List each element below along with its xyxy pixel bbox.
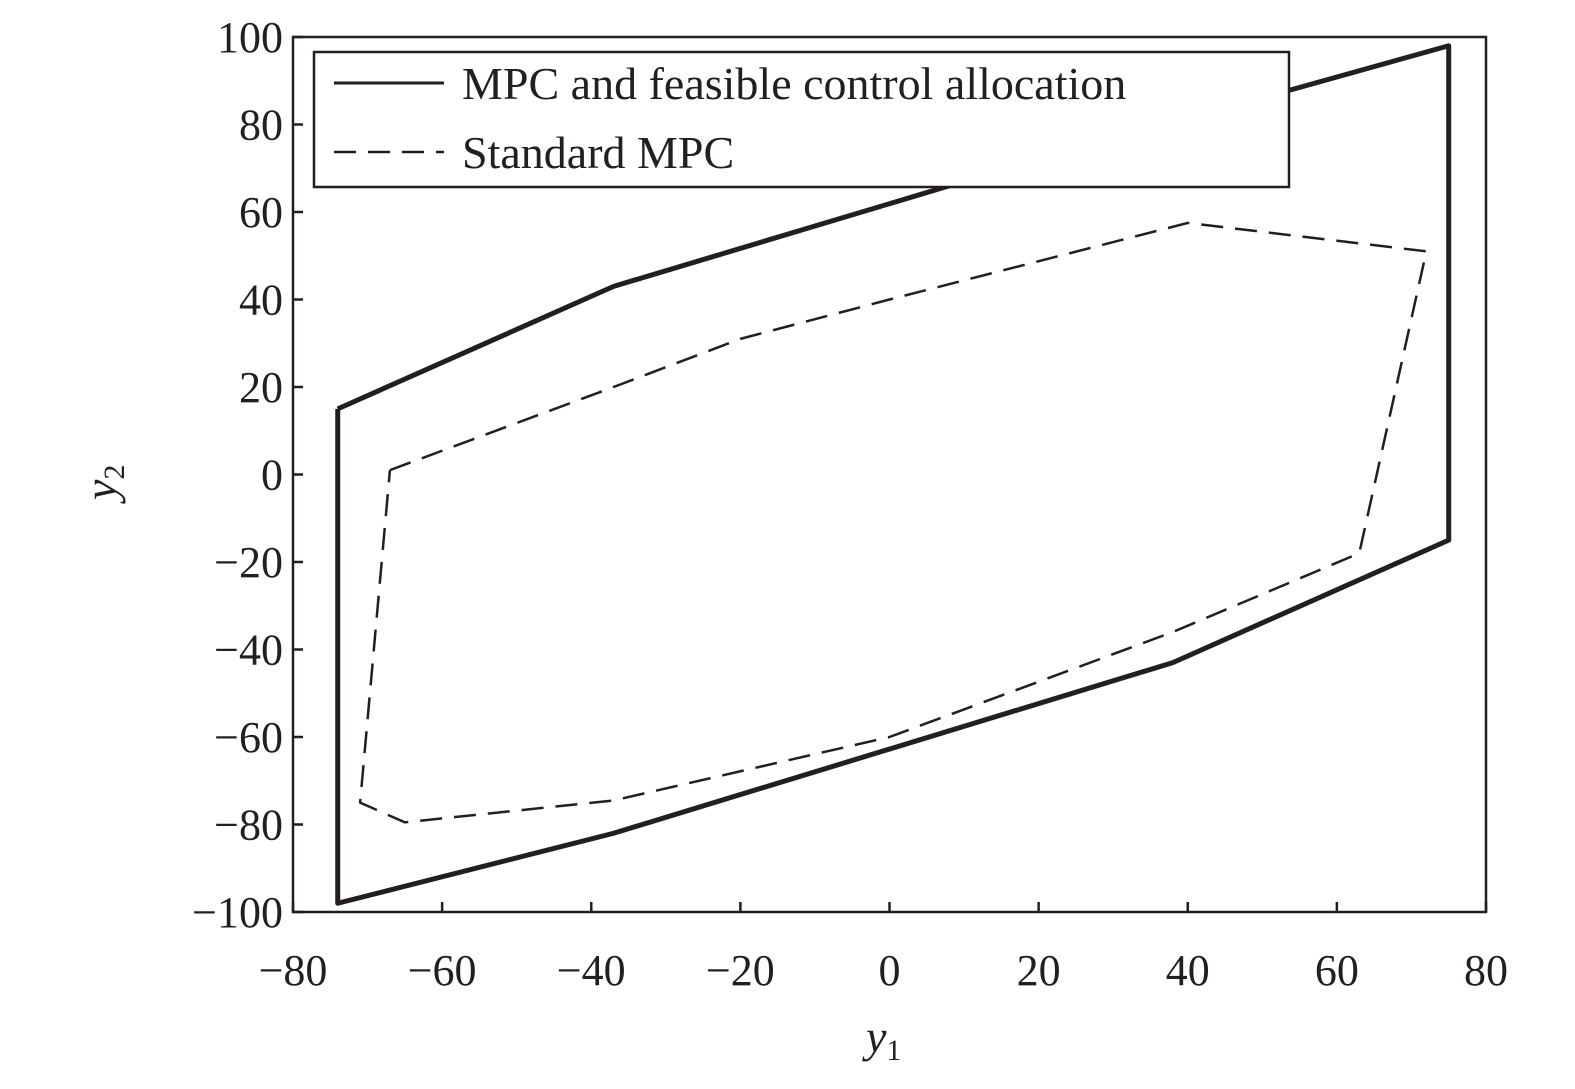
y-tick-label: −20 — [214, 538, 283, 587]
x-tick-label: 60 — [1315, 946, 1359, 995]
legend-label-0: MPC and feasible control allocation — [462, 58, 1126, 109]
x-tick-label: −60 — [408, 946, 477, 995]
y-tick-label: −100 — [192, 888, 283, 937]
y-tick-label: −40 — [214, 626, 283, 675]
series-line-0 — [335, 43, 1452, 906]
y-tick-label: −60 — [214, 713, 283, 762]
x-axis-label: y1 — [862, 1011, 901, 1067]
series-line-1 — [358, 221, 1428, 824]
x-tick-label: −80 — [259, 946, 328, 995]
legend-label-1: Standard MPC — [462, 127, 734, 178]
y-tick-label: 0 — [261, 451, 283, 500]
legend-box — [312, 50, 1291, 189]
x-tick-label: −20 — [706, 946, 775, 995]
x-tick-label: 80 — [1464, 946, 1508, 995]
y-tick-label: 20 — [239, 363, 283, 412]
y-tick-label: 100 — [217, 13, 283, 62]
x-tick-label: 20 — [1017, 946, 1061, 995]
y-tick-label: 80 — [239, 101, 283, 150]
x-tick-label: −40 — [557, 946, 626, 995]
y-axis-label: y2 — [75, 465, 131, 504]
x-tick-label: 40 — [1166, 946, 1210, 995]
y-tick-label: 60 — [239, 188, 283, 237]
y-tick-label: 40 — [239, 276, 283, 325]
legend: MPC and feasible control allocation Stan… — [312, 50, 1291, 189]
ticks-layer: −80 −60 −40 −20 0 20 40 60 80 100 80 60 40 20 0 −20 −40 −… — [192, 13, 1508, 995]
y-tick-label: −80 — [214, 801, 283, 850]
x-tick-label: 0 — [879, 946, 901, 995]
series-layer — [335, 43, 1452, 906]
